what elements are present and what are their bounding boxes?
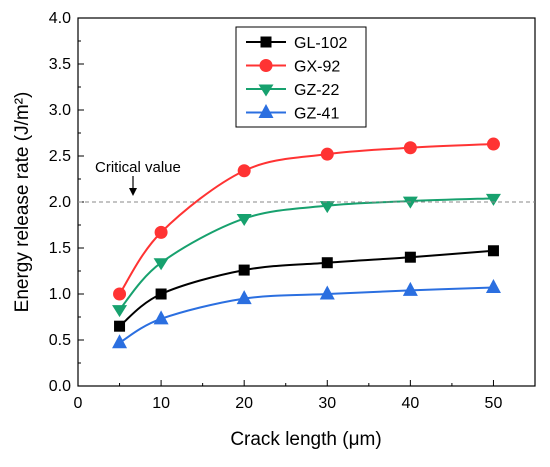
legend: GL-102 GX-92 GZ-22 GZ-41 <box>235 26 367 128</box>
data-point-gz-22 <box>236 214 252 227</box>
x-axis-ticks: 0 10 20 30 40 50 <box>74 380 503 412</box>
y-tick-label: 2.5 <box>49 148 71 165</box>
data-point-gl-102 <box>238 264 250 276</box>
data-point-gl-102 <box>114 320 126 332</box>
x-tick-label: 50 <box>485 395 503 412</box>
data-point-gz-41 <box>153 310 169 325</box>
series-layer <box>112 137 501 349</box>
series-gl-102 <box>114 245 499 332</box>
data-point-gz-41 <box>485 279 501 294</box>
legend-label-gz-22: GZ-22 <box>294 82 339 99</box>
legend-label-gz-41: GZ-41 <box>294 106 339 123</box>
y-tick-label: 4.0 <box>49 10 71 27</box>
x-tick-label: 0 <box>74 395 83 412</box>
y-tick-label: 2.0 <box>49 194 71 211</box>
data-point-gl-102 <box>321 257 333 269</box>
data-point-gz-22 <box>112 305 128 318</box>
data-point-gx-92 <box>154 225 168 239</box>
x-tick-label: 20 <box>235 395 253 412</box>
x-tick-label: 40 <box>401 395 419 412</box>
x-tick-label: 30 <box>318 395 336 412</box>
x-tick-label: 10 <box>152 395 170 412</box>
data-point-gl-102 <box>155 288 167 300</box>
legend-box <box>235 26 367 128</box>
legend-items: GL-102 GX-92 GZ-22 GZ-41 <box>246 35 347 123</box>
data-point-gz-22 <box>485 193 501 206</box>
critical-value-label: Critical value <box>95 159 181 176</box>
y-tick-label: 3.5 <box>49 56 71 73</box>
y-tick-label: 0.5 <box>49 332 71 349</box>
y-axis-label: Energy release rate (J/m²) <box>12 92 33 313</box>
data-point-gl-102 <box>404 251 416 263</box>
series-line-gz-41 <box>119 286 494 344</box>
data-point-gz-41 <box>112 334 128 349</box>
critical-value-arrow-head <box>129 188 137 196</box>
data-point-gz-41 <box>319 285 335 300</box>
series-gz-41 <box>112 279 501 349</box>
legend-marker-gx-92 <box>259 59 273 72</box>
legend-marker-gl-102 <box>260 36 272 48</box>
legend-label-gx-92: GX-92 <box>294 59 340 76</box>
data-point-gz-22 <box>402 196 418 209</box>
x-axis-label: Crack length (μm) <box>230 429 381 450</box>
data-point-gz-22 <box>319 201 335 214</box>
critical-value-group: Critical value <box>78 159 535 203</box>
series-line-gz-22 <box>118 197 494 311</box>
y-tick-label: 3.0 <box>49 102 71 119</box>
series-gx-92 <box>113 137 500 301</box>
legend-marker-gz-22 <box>258 84 274 97</box>
legend-label-gl-102: GL-102 <box>294 35 347 52</box>
data-point-gl-102 <box>487 245 499 257</box>
data-point-gz-41 <box>402 281 418 296</box>
data-point-gz-22 <box>153 258 169 271</box>
data-point-gx-92 <box>237 164 251 178</box>
data-point-gx-92 <box>403 141 417 155</box>
y-axis-ticks: 0.0 0.5 1.0 1.5 2.0 2.5 3.0 3.5 4.0 <box>49 10 84 395</box>
data-point-gx-92 <box>486 137 500 151</box>
y-tick-label: 0.0 <box>49 378 71 395</box>
series-gz-22 <box>112 193 501 318</box>
data-point-gz-41 <box>236 290 252 305</box>
y-tick-label: 1.5 <box>49 240 71 257</box>
legend-marker-gz-41 <box>258 104 274 118</box>
y-tick-label: 1.0 <box>49 286 71 303</box>
data-point-gx-92 <box>320 147 334 161</box>
data-point-gx-92 <box>113 287 127 301</box>
